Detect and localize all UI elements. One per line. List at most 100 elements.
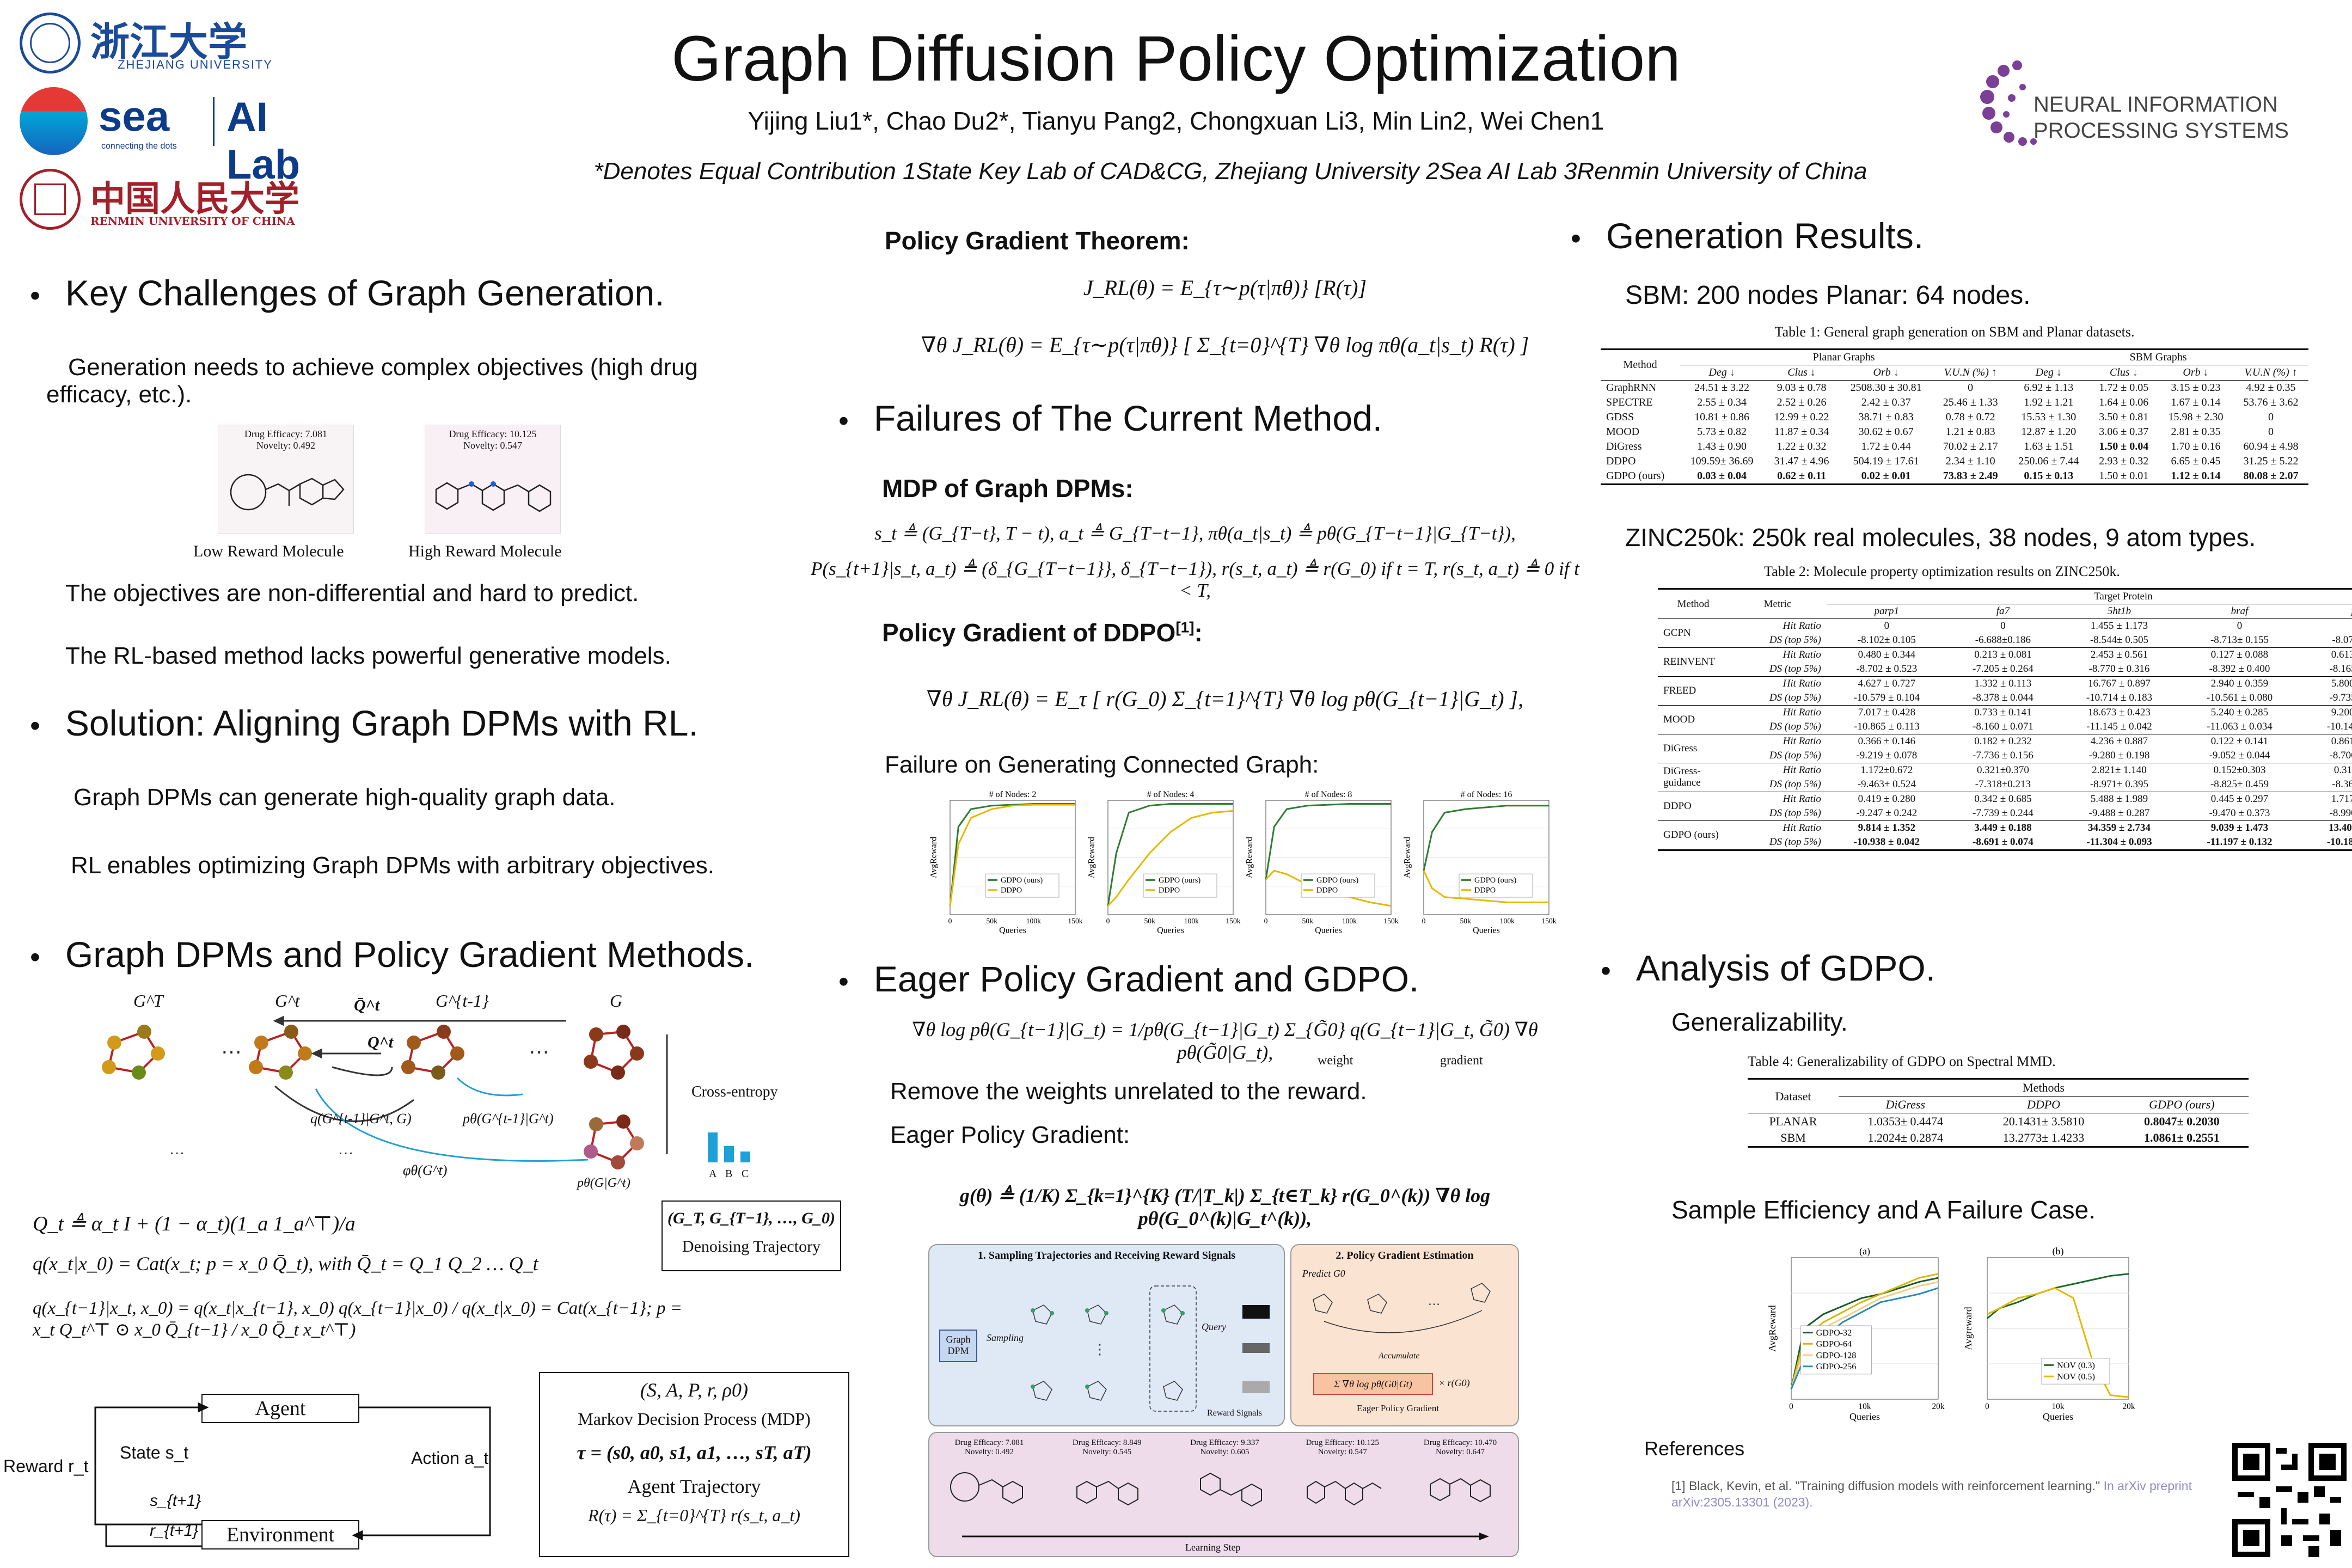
affiliations: *Denotes Equal Contribution 1State Key L… [593, 158, 1867, 185]
table-cell: -8.990 ± 0.221 [2329, 807, 2352, 819]
x-tick-label: 150k [1383, 917, 1398, 925]
chart-title: # of Nodes: 2 [989, 790, 1037, 799]
table-header-cell: Clus ↓ [1764, 365, 1840, 381]
table-cell: -11.063 ± 0.034 [2207, 721, 2273, 732]
eager-weight-label: weight [1318, 1054, 1353, 1068]
table-row-label: PLANAR [1748, 1113, 1839, 1130]
reward-label: Reward r_t [3, 1456, 89, 1476]
table-header-cell: braf [2179, 604, 2300, 619]
series-line [1423, 870, 1549, 903]
mol-efficacy: Drug Efficacy: 10.470 [1423, 1438, 1497, 1447]
table-cell: -10.147 ± 0.060 [2326, 721, 2352, 732]
x-tick-label: 100k [1342, 917, 1357, 925]
molecule-structure-icon [1199, 1472, 1262, 1507]
table-cell: -7.318±0.213 [1975, 779, 2031, 790]
diag-label-Gt1: G^{t-1} [436, 991, 489, 1010]
table-metric-label: DS (top 5%) [1769, 634, 1821, 646]
learning-mol-2: Drug Efficacy: 8.849 Novelty: 0.545 [1058, 1438, 1156, 1526]
molecule-structure-icon [1430, 1478, 1491, 1503]
x-axis-label: Queries [999, 926, 1026, 935]
table-cell: 2.52 ± 0.26 [1777, 396, 1827, 408]
sea-wordmark: sea [99, 92, 170, 140]
table-group-header: SBM Graphs [2008, 348, 2308, 365]
diag-label-GT: G^T [133, 991, 163, 1010]
table-cell: -7.736 ± 0.156 [1973, 750, 2033, 761]
table-header-cell: Deg ↓ [1680, 365, 1765, 381]
table-cell: -9.463± 0.524 [1857, 779, 1916, 790]
table-row: DS (top 5%) -10.938 ± 0.042 -8.691 ± 0.074… [1658, 835, 2352, 851]
table-cell: 0.311±0.621 [2299, 763, 2352, 777]
molecule-structure-icon [230, 474, 345, 511]
legend-label: NOV (0.3) [2057, 1361, 2095, 1370]
x-tick-label: 150k [1226, 917, 1240, 925]
table-cell: -9.247 ± 0.242 [1856, 807, 1918, 819]
table-header-cell: parp1 [1826, 604, 1947, 619]
table-cell: 1.2024± 0.2874 [1839, 1130, 1973, 1148]
table-header-cell: jak2 [2299, 604, 2352, 619]
table-cell: 9.03 ± 0.78 [1764, 380, 1840, 395]
table-cell: -8.713± 0.155 [2210, 634, 2269, 646]
table-cell: 109.59± 36.69 [1690, 455, 1754, 467]
reference-1-link[interactable]: In arXiv preprint arXiv:2305.13301 (2023… [1671, 1479, 2192, 1509]
diffusion-diagram: … … … … G^T G^t G^{t-1} G Q̄^t Q^t q(G^{… [87, 991, 806, 1198]
table4-caption: Table 4: Generalizability of GDPO on Spe… [1748, 1054, 2056, 1069]
sample-eff-charts-svg: (a) Queries AvgReward 0 10k 20k GDPO-32GDPO-64… [1767, 1246, 2135, 1422]
section-key-challenges: • Key Challenges of Graph Generation. [30, 273, 665, 313]
table-cell: 0.8047± 0.2030 [2115, 1113, 2249, 1130]
mol-novelty: Novelty: 0.547 [463, 440, 522, 451]
table-header-cell: 5ht1b [2059, 604, 2179, 619]
section-title: Analysis of GDPO. [1636, 948, 1936, 988]
table-cell: -8.702 ± 0.523 [1856, 663, 1918, 675]
table-cell: 4.92 ± 0.35 [2233, 380, 2308, 395]
legend-box [2041, 1358, 2110, 1385]
table-row: GDSS 10.81 ± 0.86 12.99 ± 0.22 38.71 ± 0.83… [1601, 410, 2308, 425]
molecule-structure-icon [435, 481, 552, 512]
table-row-label: DDPO [1658, 792, 1729, 821]
table-row: GraphRNN 24.51 ± 3.22 9.03 ± 0.78 2508.30 ±… [1601, 380, 2308, 395]
table2-caption: Table 2: Molecule property optimization … [1764, 564, 2120, 579]
ddpo-equation: ∇θ J_RL(θ) = E_τ [ r(G_0) Σ_{t=1}^{T} ∇θ… [926, 687, 1524, 711]
table-cell: 16.767 ± 0.897 [2059, 676, 2179, 691]
neurips-line2: PROCESSING SYSTEMS [2033, 119, 2289, 143]
failure-charts: # of Nodes: 2 Queries AvgReward 0 50k 100k 150… [920, 784, 1563, 942]
y-axis-label: AvgReward [929, 837, 938, 878]
legend-label: DDPO [1159, 886, 1180, 895]
legend-label: GDPO-128 [1816, 1350, 1857, 1360]
table-header-cell: DiGress [1839, 1096, 1973, 1113]
pgt-equation-2: ∇θ J_RL(θ) = E_{τ∼p(τ|πθ)} [ Σ_{t=0}^{T}… [921, 333, 1529, 357]
diag-label-p: pθ(G^{t-1}|G^t) [463, 1111, 554, 1126]
mol-novelty: Novelty: 0.492 [256, 440, 315, 451]
table-row: DS (top 5%) -8.702 ± 0.523 -7.205 ± 0.264 -… [1658, 662, 2352, 677]
mdp-box: (S, A, P, r, ρ0) Markov Decision Process… [539, 1372, 849, 1557]
learning-mol-4: Drug Efficacy: 10.125 Novelty: 0.547 [1294, 1438, 1392, 1526]
table1-caption: Table 1: General graph generation on SBM… [1774, 324, 2135, 340]
eager-pg-equation: g(θ) ≜ (1/K) Σ_{k=1}^{K} (T/|T_k|) Σ_{t∈… [959, 1185, 1491, 1229]
table-cell: 0 [2268, 426, 2274, 438]
mol-high-caption: High Reward Molecule [408, 542, 562, 560]
table-cell: -9.219 ± 0.078 [1856, 750, 1918, 761]
legend-label: GDPO (ours) [1159, 876, 1200, 885]
qr-code-icon[interactable] [2232, 1443, 2347, 1557]
x-tick-label: 0 [1789, 1402, 1793, 1411]
fig-box1-title: 1. Sampling Trajectories and Receiving R… [977, 1250, 1236, 1261]
table-cell: 13.2773± 1.4233 [1972, 1130, 2115, 1148]
y-axis-label: AvgReward [1767, 1305, 1778, 1352]
sec1-paragraph-3: The RL-based method lacks powerful gener… [65, 642, 671, 669]
table-cell: 25.46 ± 1.33 [1943, 396, 1998, 408]
table-cell: 5.240 ± 0.285 [2179, 705, 2300, 720]
x-tick-label: 150k [1068, 917, 1082, 925]
equation-Q: Q_t ≜ α_t I + (1 − α_t)(1_a 1_a^⊤)/a [33, 1212, 356, 1235]
table-metric-label: Hit Ratio [1729, 676, 1827, 691]
x-tick-label: 50k [1302, 917, 1313, 925]
table-cell: 250.06 ± 7.44 [2018, 455, 2079, 467]
table-row: MOOD 5.73 ± 0.82 11.87 ± 0.34 30.62 ± 0.67 1… [1601, 425, 2308, 439]
table-metric-label: Hit Ratio [1729, 763, 1827, 777]
table-row: DS (top 5%) -9.463± 0.524 -7.318±0.213 -8.9… [1658, 777, 2352, 792]
mol-efficacy: Drug Efficacy: 7.081 [244, 428, 328, 439]
table-metric-label: DS (top 5%) [1769, 663, 1821, 675]
sec1-paragraph-1: Generation needs to achieve complex obje… [46, 354, 698, 408]
table-cell: 5.73 ± 0.82 [1697, 426, 1747, 438]
table-cell: 15.98 ± 2.30 [2168, 411, 2224, 423]
legend-box [1459, 873, 1533, 898]
mol-novelty: Novelty: 0.605 [1200, 1448, 1250, 1456]
